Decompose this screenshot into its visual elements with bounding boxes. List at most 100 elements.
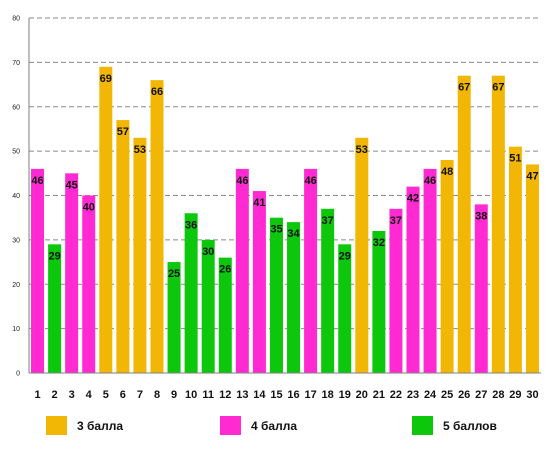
- x-tick-label: 27: [475, 389, 487, 401]
- bar: [201, 239, 215, 373]
- x-tick-label: 11: [202, 389, 214, 401]
- x-tick-label: 30: [526, 389, 538, 401]
- x-tick-label: 9: [171, 389, 177, 401]
- y-tick-label: 0: [16, 371, 20, 378]
- x-tick-label: 16: [287, 389, 299, 401]
- data-label: 37: [390, 215, 402, 227]
- bar: [440, 160, 454, 373]
- data-label: 47: [526, 170, 538, 182]
- y-tick-label: 60: [12, 104, 20, 111]
- legend-label-grade3: 3 балла: [77, 418, 124, 433]
- y-tick-label: 30: [12, 237, 20, 244]
- legend-swatch-grade5: [412, 416, 433, 435]
- x-tick-label: 1: [34, 389, 40, 401]
- data-label: 45: [66, 179, 78, 191]
- bar: [235, 168, 249, 373]
- bar: [150, 80, 164, 373]
- x-tick-label: 20: [356, 389, 368, 401]
- bar: [184, 213, 198, 373]
- bar: [321, 208, 335, 373]
- bar: [133, 137, 147, 373]
- data-label: 53: [134, 144, 146, 156]
- x-axis-ticks: 1 2 3 4 5 6 7 8 9 10 11 12 13 14 15 16 17 18 19 20 21 22 23 24 2…: [34, 389, 538, 401]
- bar: [116, 120, 130, 373]
- bar: [287, 222, 301, 373]
- x-tick-label: 2: [52, 389, 58, 401]
- bar: [99, 66, 113, 373]
- bar: [82, 195, 96, 373]
- legend-item-grade3: 3 балла: [46, 416, 123, 435]
- bar: [423, 168, 437, 373]
- bars: [31, 66, 539, 373]
- x-tick-label: 13: [236, 389, 248, 401]
- bar: [406, 186, 420, 373]
- x-tick-label: 25: [441, 389, 453, 401]
- data-label: 41: [253, 197, 265, 209]
- data-label: 46: [236, 175, 248, 187]
- gridlines: [29, 17, 541, 330]
- data-label: 46: [304, 175, 316, 187]
- x-tick-label: 4: [86, 389, 93, 401]
- x-tick-label: 6: [120, 389, 126, 401]
- x-tick-label: 26: [458, 389, 470, 401]
- data-label: 57: [117, 126, 129, 138]
- x-tick-label: 8: [154, 389, 160, 401]
- data-label: 25: [168, 268, 180, 280]
- data-label: 32: [373, 237, 385, 249]
- bar: [218, 257, 232, 373]
- x-tick-label: 14: [253, 389, 266, 401]
- bar: [252, 191, 266, 373]
- x-tick-label: 29: [509, 389, 521, 401]
- data-label: 66: [151, 86, 163, 98]
- bar: [355, 137, 369, 373]
- legend-label-grade5: 5 баллов: [443, 418, 497, 433]
- x-tick-label: 7: [137, 389, 143, 401]
- data-label: 38: [475, 210, 487, 222]
- data-label: 29: [48, 250, 60, 262]
- data-label: 36: [185, 219, 197, 231]
- y-tick-label: 10: [12, 326, 20, 333]
- data-label: 29: [339, 250, 351, 262]
- bar: [31, 168, 45, 373]
- legend-label-grade4: 4 балла: [251, 418, 298, 433]
- data-label: 46: [31, 175, 43, 187]
- x-tick-label: 18: [322, 389, 334, 401]
- bar: [491, 75, 505, 373]
- x-tick-label: 19: [339, 389, 351, 401]
- bar: [389, 208, 403, 373]
- legend-swatch-grade4: [220, 416, 241, 435]
- bar: [304, 168, 318, 373]
- bar: [525, 164, 539, 373]
- bar: [269, 217, 283, 373]
- x-tick-label: 15: [270, 389, 282, 401]
- bar: [508, 146, 522, 373]
- y-tick-label: 70: [12, 60, 20, 67]
- bar: [48, 244, 62, 373]
- x-tick-label: 12: [219, 389, 231, 401]
- data-label: 35: [270, 224, 282, 236]
- data-label: 51: [509, 153, 521, 165]
- data-label: 37: [322, 215, 334, 227]
- bar: [167, 262, 181, 373]
- x-tick-label: 10: [185, 389, 197, 401]
- x-tick-label: 22: [390, 389, 402, 401]
- data-label: 42: [407, 193, 419, 205]
- legend-swatch-grade3: [46, 416, 67, 435]
- x-tick-label: 21: [373, 389, 385, 401]
- x-tick-label: 5: [103, 389, 109, 401]
- data-label: 67: [458, 82, 470, 94]
- y-axis-ticks: 0 10 20 30 40 50 60 70 80: [12, 16, 20, 378]
- y-tick-label: 20: [12, 282, 20, 289]
- bar: [65, 173, 79, 373]
- data-label: 69: [100, 73, 112, 85]
- bar: [338, 244, 352, 373]
- legend-item-grade5: 5 баллов: [412, 416, 497, 435]
- x-tick-label: 3: [69, 389, 75, 401]
- data-label: 34: [287, 228, 300, 240]
- data-label: 48: [441, 166, 453, 178]
- data-label: 46: [424, 175, 436, 187]
- data-label: 67: [492, 82, 504, 94]
- bar: [372, 231, 386, 373]
- data-label: 26: [219, 264, 231, 276]
